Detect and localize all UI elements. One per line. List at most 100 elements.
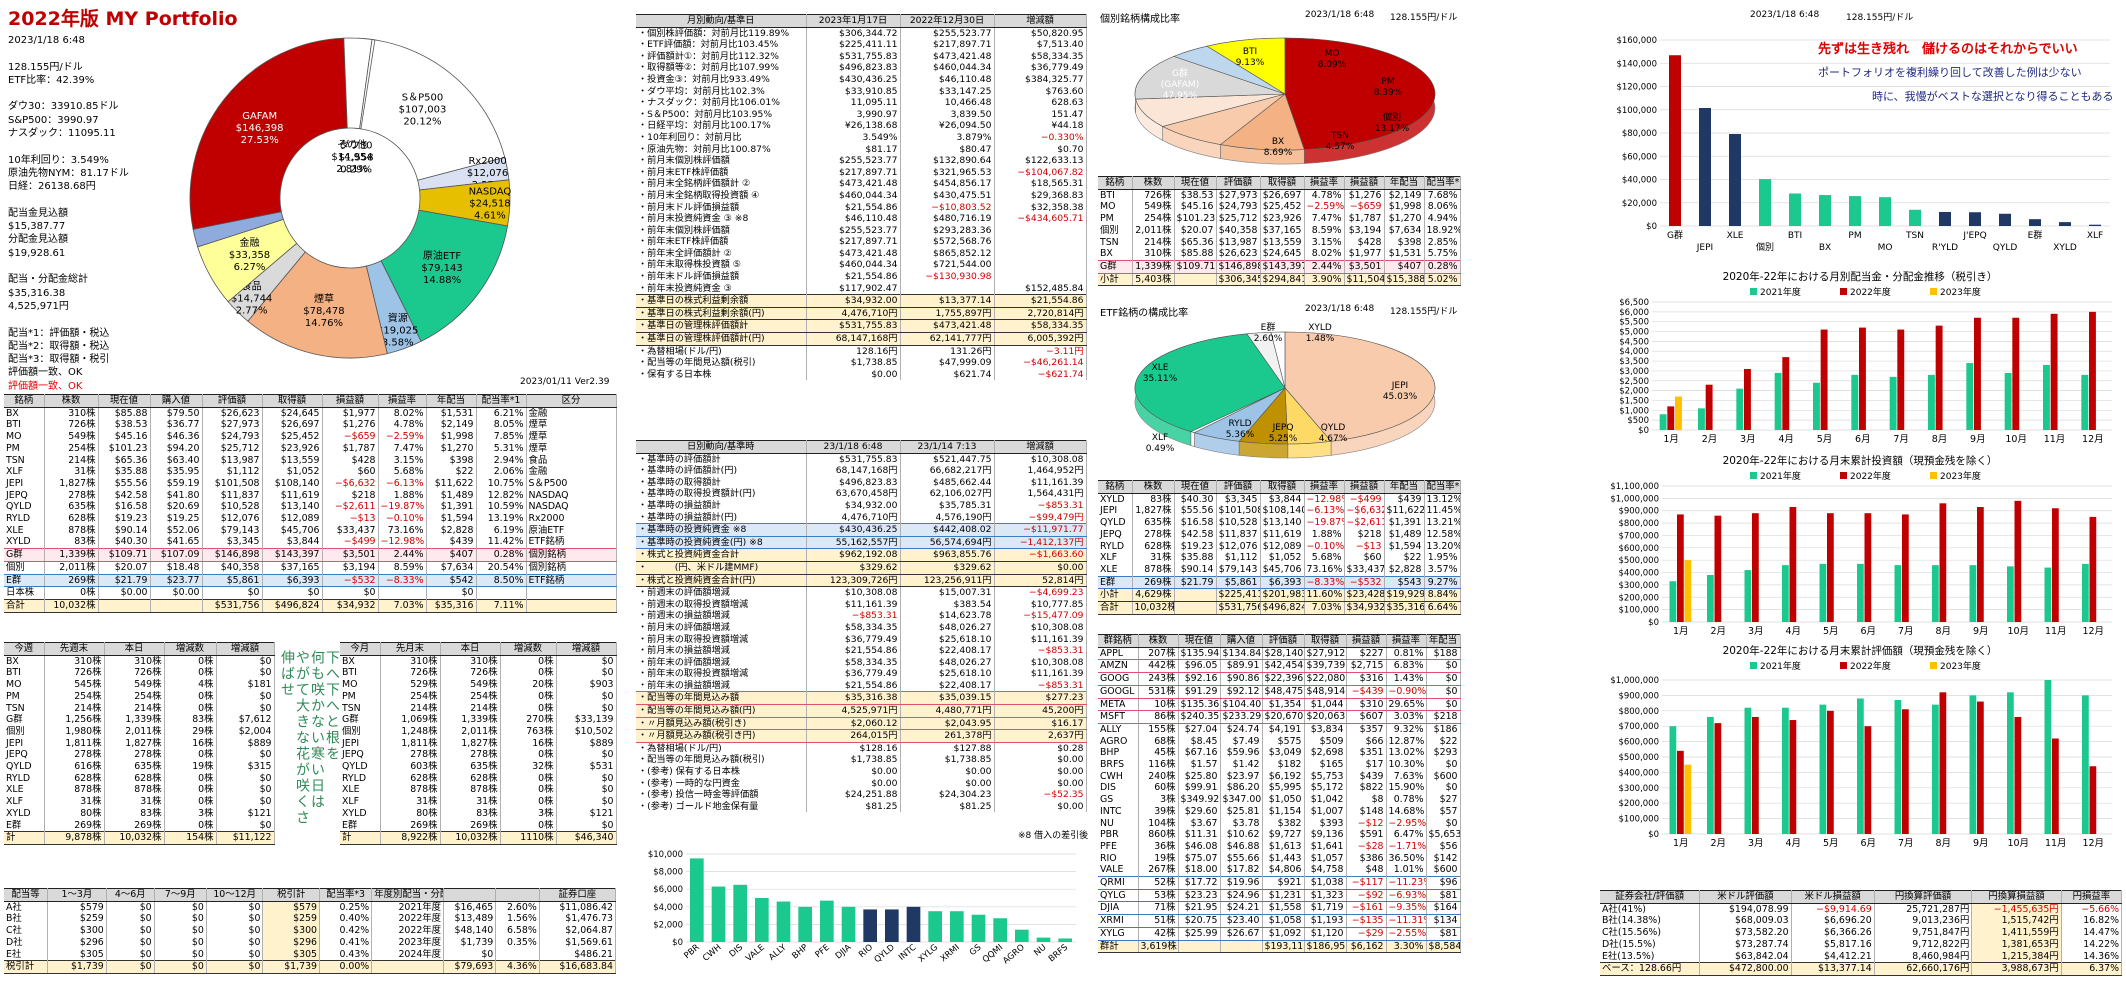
- table-cell: $34,932: [322, 598, 379, 613]
- table-cell: 8,922株: [380, 831, 441, 845]
- table-cell: $496,823.83: [806, 62, 901, 74]
- table-cell: $0.70: [994, 143, 1087, 156]
- table-cell: −$499: [1344, 493, 1385, 506]
- table-cell: BTI: [1098, 189, 1133, 202]
- table-cell: $25,452: [262, 431, 323, 443]
- table-row: ・ETF評価額：対前月比103.45% $225,411.11 $217,897.7…: [636, 39, 1087, 51]
- table-cell: $3,049: [1262, 747, 1305, 760]
- column-header: 10〜12月: [206, 888, 264, 902]
- table-cell: $0: [206, 913, 264, 926]
- table-cell: $55.56: [98, 477, 151, 490]
- table-cell: JEPQ: [1098, 528, 1133, 541]
- table-cell: [994, 247, 1087, 260]
- stock-composition-pie: G群(GAFAM)47.95%BTI9.13%MO8.09%PM8.39%個別1…: [1134, 37, 1436, 165]
- table-cell: 3.30%: [1386, 939, 1427, 954]
- table-cell: 個別: [340, 725, 381, 738]
- table-cell: $572,568.76: [900, 236, 995, 248]
- holdings-table: 銘柄 株数 現在値 購入値 評価額 取得額 損益額 損益率 年配当 配当率*1 区分 BX 310株 $8…: [4, 394, 617, 613]
- table-cell: $0.00: [994, 800, 1087, 813]
- table-cell: 1,339株: [1132, 259, 1175, 274]
- table-cell: $10,308.08: [994, 656, 1087, 669]
- table-cell: $2,060.12: [806, 716, 901, 731]
- table-cell: $13,140: [1260, 517, 1305, 529]
- table-cell: $1,594: [426, 513, 477, 525]
- pie-value: $14,744: [231, 294, 272, 305]
- table-cell: $104.40: [1220, 697, 1263, 712]
- table-row: G群 1,339株 $109.71 $146,898 $143,397 2.44% $3,5…: [1098, 259, 1461, 274]
- pie-slice: [1206, 37, 1286, 95]
- table-cell: 29株: [164, 725, 217, 738]
- table-cell: 2.06%: [476, 466, 527, 478]
- bar: [1714, 515, 1722, 622]
- table-header: 配当等1〜3月4〜6月7〜9月10〜12月税引計配当率*3年度別配当・分配状況証…: [4, 888, 617, 902]
- table-cell: 個別銘柄: [526, 561, 617, 575]
- table-row: ・配当等の年間見込み額(円) 4,525,971円 4,480,771円 45,200…: [636, 704, 1087, 718]
- table-cell: $305: [47, 948, 107, 961]
- y-tick-label: $300,000: [1618, 581, 1659, 591]
- table-row: ・株式と投資純資金合計 $962,192.08 $963,855.76 −$1,663…: [636, 548, 1087, 562]
- bar: [1894, 565, 1902, 622]
- table-row: GS 3株 $349.92 $347.00 $1,050 $1,042 $8 0.78% $27: [1098, 794, 1461, 806]
- table-cell: $135.94: [1178, 646, 1221, 661]
- table-cell: $41.65: [150, 536, 203, 549]
- table-cell: ・前月末の評価額増減: [636, 621, 807, 634]
- table-cell: $48,475: [1262, 684, 1305, 699]
- table-cell: ・投資金③：対前月比933.49%: [636, 73, 807, 86]
- table-cell: $277.23: [994, 691, 1087, 706]
- cumulative-valuation-chart: 2020年-22年における月末累計評価額（現預金残を除く）2021年度 2022年…: [1610, 644, 2112, 849]
- table-cell: 214株: [104, 702, 165, 715]
- table-cell: 6.64%: [1424, 601, 1461, 615]
- table-cell: $24,793: [1216, 201, 1261, 214]
- column-header: 米ドル損益額: [1791, 890, 1875, 904]
- table-cell: $109.71: [98, 548, 151, 562]
- table-cell: $181: [216, 679, 275, 691]
- table-cell: 16株: [164, 737, 217, 750]
- table-cell: $0: [322, 586, 379, 600]
- main-allocation-pie: S＆P500$107,00320.12%Rx2000$12,0762.27%NA…: [189, 37, 511, 359]
- table-cell: −0.330%: [994, 131, 1087, 144]
- info-line: ナスダック：11095.11: [8, 128, 116, 140]
- table-cell: $46,110.48: [900, 73, 995, 86]
- broker-table: 証券会社/評価額 米ドル評価額 米ドル損益額 円換算評価額 円換算損益額 円損益率 A社(4…: [1600, 890, 2123, 976]
- y-tick-label: $500,000: [1618, 753, 1659, 763]
- table-row: ・前月末の取得投資額増減 $36,779.49 $25,618.10 $11,161.…: [636, 633, 1087, 646]
- bar: [1864, 513, 1872, 622]
- x-tick-label: GS: [968, 943, 984, 958]
- table-row: 合計 10,032株 $531,756 $496,824 $34,932 7.03% $35…: [4, 598, 617, 613]
- info-line: 配当*2：取得額・税込: [8, 340, 110, 352]
- table-cell: $24,645: [1260, 248, 1305, 261]
- table-cell: −1,412,137円: [994, 535, 1087, 550]
- pie-value: $78,478: [303, 306, 344, 317]
- table-row: ・前年末の取得投資額増減 $36,779.49 $25,618.10 $11,161.…: [636, 668, 1087, 680]
- bar: [1684, 560, 1692, 622]
- bar: [1677, 514, 1684, 622]
- table-cell: $305: [262, 948, 321, 961]
- table-cell: $58,334.35: [994, 50, 1087, 63]
- pie-slice: [189, 37, 348, 230]
- info-line: [8, 87, 129, 100]
- table-row: ・(参考) 保有する日本株 $0.00 $0.00 $0.00: [636, 766, 1087, 778]
- table-cell: 0株: [500, 819, 557, 832]
- table-cell: 860株: [1138, 829, 1179, 841]
- table-cell: 549株: [104, 679, 165, 691]
- table-cell: $1,476.73: [539, 913, 617, 926]
- column-header: 本日: [104, 642, 165, 656]
- table-cell: 878株: [44, 784, 105, 797]
- table-row: ・前週末の取得投資額増減 $11,161.39 $383.54 $10,777.85: [636, 598, 1087, 611]
- y-tick-label: $1,500: [1619, 396, 1649, 406]
- table-row: A社(41%) $194,078.99 −$9,914.69 25,721,287円 −…: [1600, 903, 2123, 916]
- table-cell: −2.59%: [378, 431, 427, 443]
- table-header: 日別動向/基準時 23/1/18 6:48 23/1/14 7:13 増減額: [636, 440, 1087, 454]
- pie-label: E群: [1261, 321, 1276, 333]
- bar: [2050, 313, 2058, 430]
- table-cell: $1,391: [1384, 517, 1425, 529]
- table-cell: $11,619: [262, 489, 323, 502]
- table-cell: $16,683.84: [539, 960, 617, 974]
- x-tick-label: QYLD: [873, 942, 898, 965]
- poem-column: 何も咲かない寒い日は: [309, 650, 325, 810]
- pie-label: 資源: [388, 312, 408, 325]
- table-cell: 1,339株: [104, 714, 165, 726]
- table-cell: [476, 586, 527, 600]
- table-cell: $19.23: [1174, 540, 1217, 553]
- stock-table: 銘柄株数現在値評価額取得額損益率損益額年配当配当率*1BTI726株$38.53…: [1098, 176, 1461, 287]
